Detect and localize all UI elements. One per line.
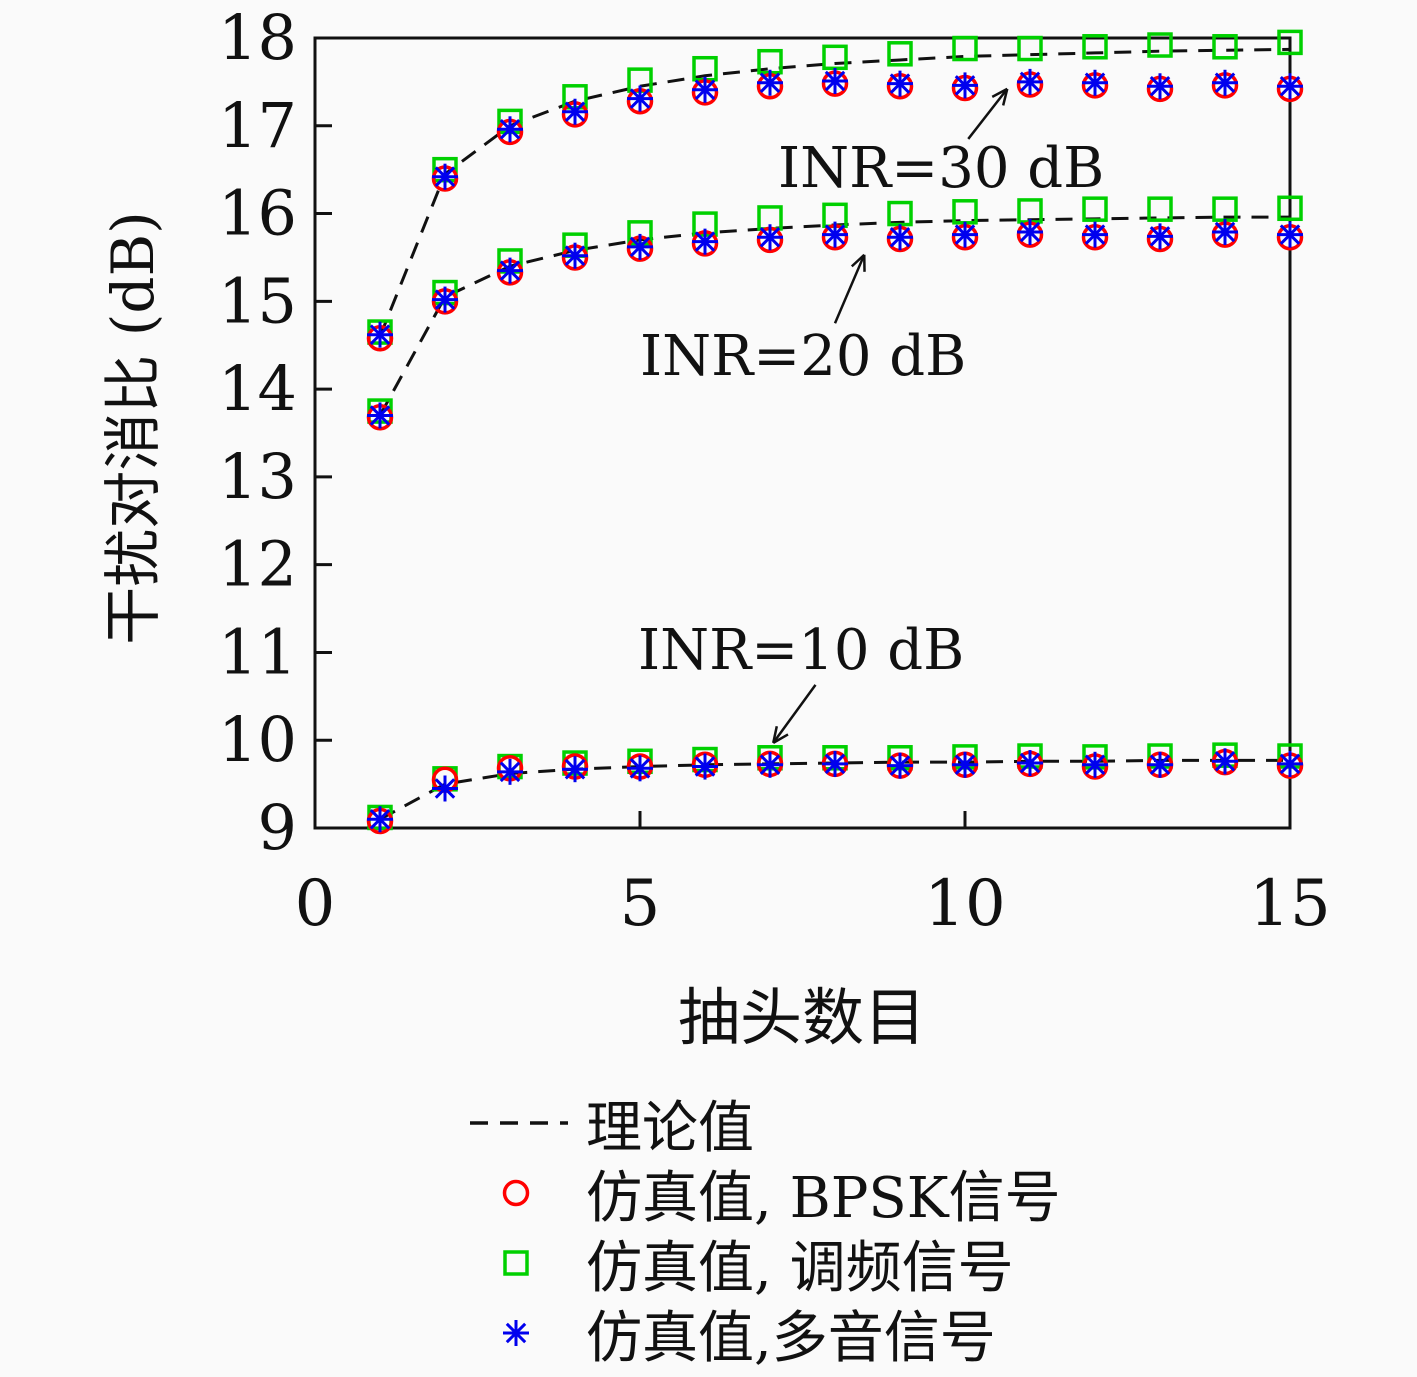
y-tick-label: 15	[218, 264, 297, 337]
theory-line-0	[378, 47, 1291, 338]
legend-label: 理论值	[586, 1095, 754, 1161]
legend-label: 仿真值, BPSK信号	[586, 1165, 1061, 1231]
annotation-arrow-2	[772, 684, 817, 744]
x-tick-label: 10	[924, 867, 1005, 941]
x-tick-label: 0	[295, 867, 336, 941]
multitone-markers-2	[367, 748, 1303, 833]
y-tick-label: 16	[218, 177, 297, 250]
legend-label: 仿真值,多音信号	[586, 1305, 996, 1371]
axes: 0 5 10 15 9 10 11 12 13 14 15 16 17 18	[218, 1, 1331, 941]
dash-icon	[470, 1121, 568, 1125]
y-tick-label: 18	[218, 1, 297, 74]
multitone-markers-0	[367, 68, 1303, 348]
x-tick-label: 5	[620, 867, 661, 941]
y-tick-label: 14	[218, 352, 297, 425]
plot-svg: 0 5 10 15 9 10 11 12 13 14 15 16 17 18	[218, 1, 1331, 941]
asterisk-icon	[503, 1320, 529, 1346]
x-tick-label: 15	[1249, 867, 1330, 941]
legend-item-square: 仿真值, 调频信号	[468, 1228, 1061, 1301]
y-tick-label: 10	[218, 703, 297, 776]
legend-item-asterisk: 仿真值,多音信号	[468, 1298, 1061, 1371]
legend-item-circle: 仿真值, BPSK信号	[468, 1158, 1061, 1231]
annotation-arrow-0	[967, 87, 1009, 140]
bpsk-markers-0	[366, 70, 1304, 352]
annotation-inr10: INR=10 dB	[638, 618, 965, 683]
multitone-markers-1	[367, 218, 1303, 429]
y-tick-label: 9	[258, 791, 297, 864]
legend: 理论值 仿真值, BPSK信号 仿真值, 调频信号 仿真值,多音信号	[468, 1088, 1061, 1371]
legend-label: 仿真值, 调频信号	[586, 1235, 1014, 1301]
y-tick-label: 13	[218, 440, 297, 513]
annotation-inr30: INR=30 dB	[778, 136, 1105, 201]
y-tick-label: 12	[218, 528, 297, 601]
x-axis-label: 抽头数目	[677, 981, 927, 1054]
y-tick-label: 11	[218, 615, 297, 688]
y-tick-label: 17	[218, 89, 297, 162]
square-icon	[503, 1250, 529, 1276]
legend-item-dash: 理论值	[468, 1088, 1061, 1161]
y-axis-label: 干扰对消比 (dB)	[99, 211, 167, 645]
annotation-inr20: INR=20 dB	[640, 324, 967, 389]
circle-icon	[502, 1179, 530, 1207]
annotation-arrow-1	[833, 253, 866, 324]
